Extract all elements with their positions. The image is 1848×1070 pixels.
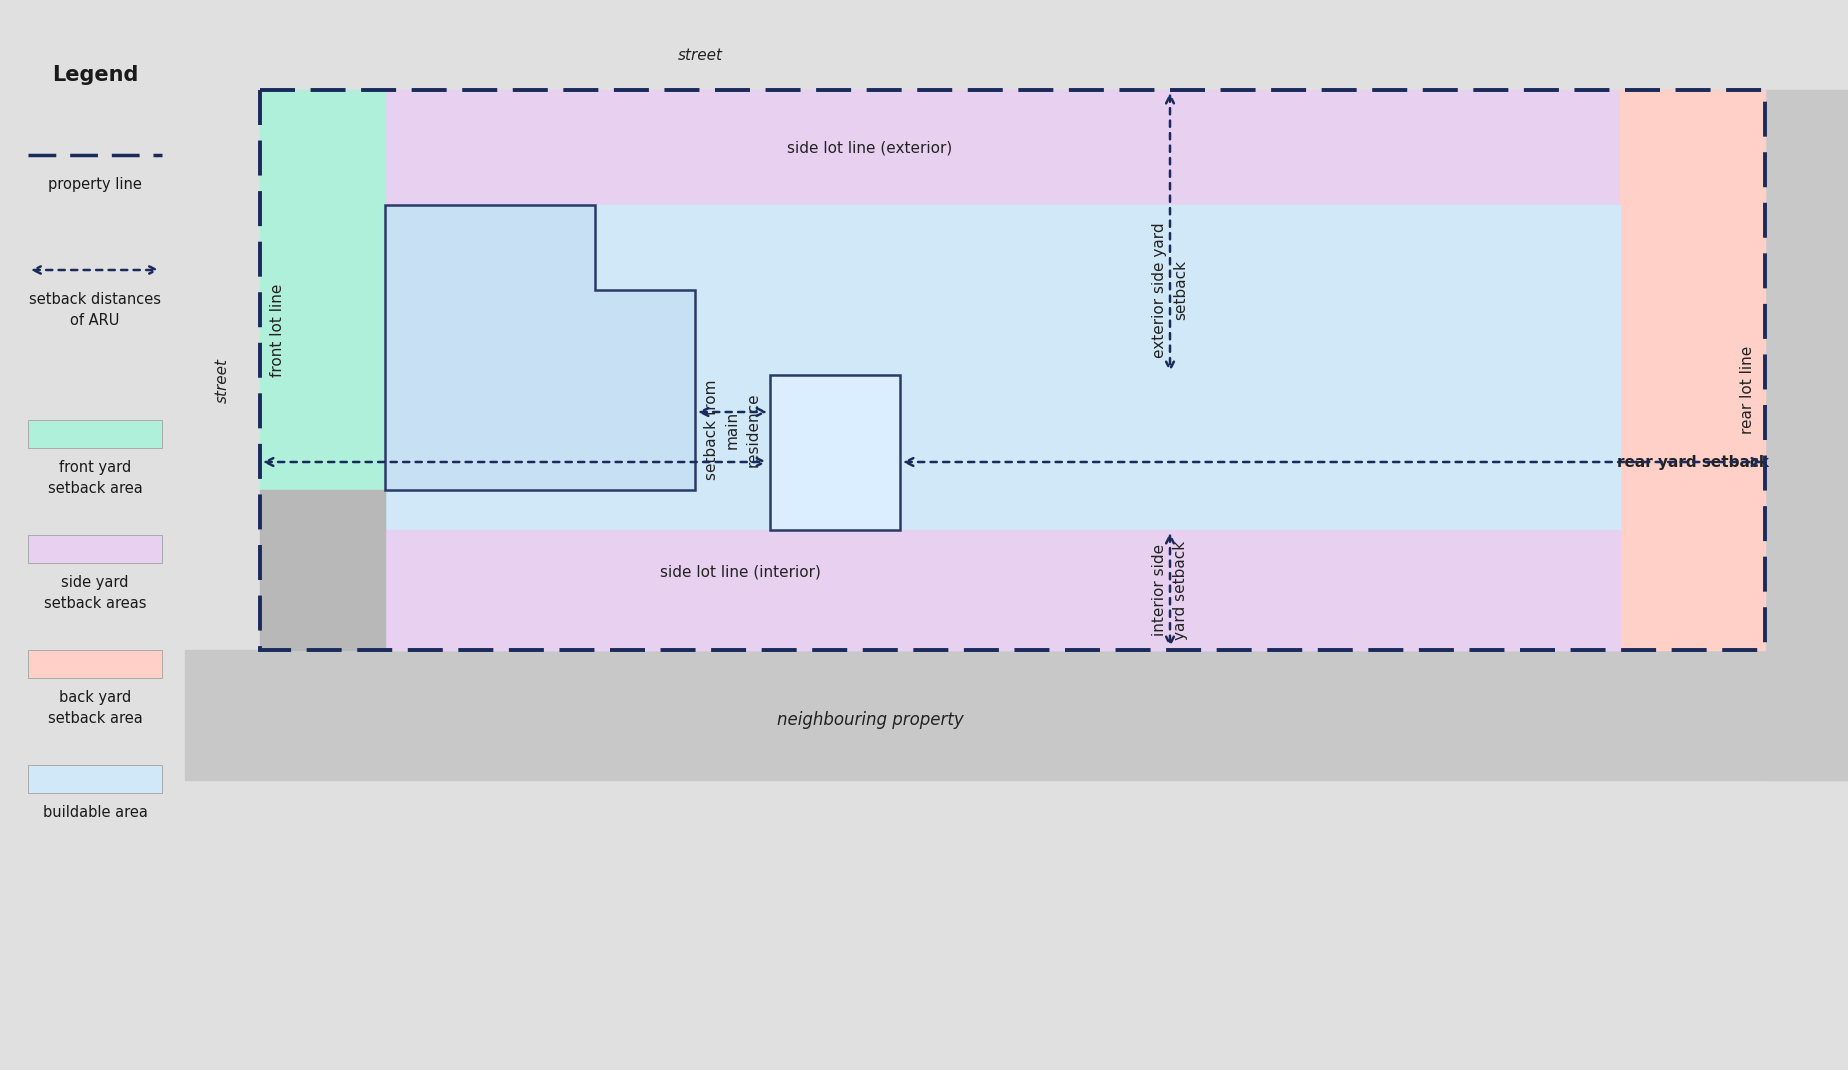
Text: rear lot line: rear lot line <box>1741 346 1756 434</box>
Text: main residence: main residence <box>480 352 599 367</box>
Bar <box>771 374 900 530</box>
Text: side lot line (exterior): side lot line (exterior) <box>787 140 952 155</box>
Bar <box>261 90 384 649</box>
Text: Legend: Legend <box>52 65 139 85</box>
Text: side yard
setback areas: side yard setback areas <box>44 575 146 611</box>
Text: additional
residential
unit: additional residential unit <box>795 422 876 478</box>
Text: neighbouring property: neighbouring property <box>776 710 963 729</box>
Bar <box>384 530 1621 649</box>
Bar <box>261 90 1765 649</box>
Text: front yard
setback area: front yard setback area <box>48 460 142 496</box>
Text: street: street <box>678 47 723 62</box>
Bar <box>185 649 1848 780</box>
Text: front lot line: front lot line <box>270 284 285 377</box>
Text: buildable area: buildable area <box>43 805 148 820</box>
Bar <box>185 90 261 750</box>
Bar <box>28 765 163 793</box>
Bar <box>28 421 163 448</box>
Text: street: street <box>214 357 229 402</box>
Text: setback from
main
residence: setback from main residence <box>704 380 761 480</box>
Bar <box>384 205 1621 649</box>
Text: exterior side yard
setback: exterior side yard setback <box>1151 223 1188 357</box>
Text: rear yard setback: rear yard setback <box>1617 455 1769 470</box>
Bar <box>28 649 163 678</box>
Polygon shape <box>384 205 695 490</box>
Text: property line: property line <box>48 177 142 192</box>
Text: interior side
yard setback: interior side yard setback <box>1151 540 1188 640</box>
Text: setback distances
of ARU: setback distances of ARU <box>30 292 161 328</box>
Bar <box>261 490 384 649</box>
Bar <box>1765 90 1848 780</box>
Bar <box>28 535 163 563</box>
Bar <box>1621 90 1765 649</box>
Text: front yard setback: front yard setback <box>431 455 590 470</box>
Bar <box>185 0 1848 90</box>
Text: side lot line (interior): side lot line (interior) <box>660 565 821 580</box>
Bar <box>261 90 1765 205</box>
Text: driveway: driveway <box>286 548 357 563</box>
Text: back yard
setback area: back yard setback area <box>48 690 142 727</box>
